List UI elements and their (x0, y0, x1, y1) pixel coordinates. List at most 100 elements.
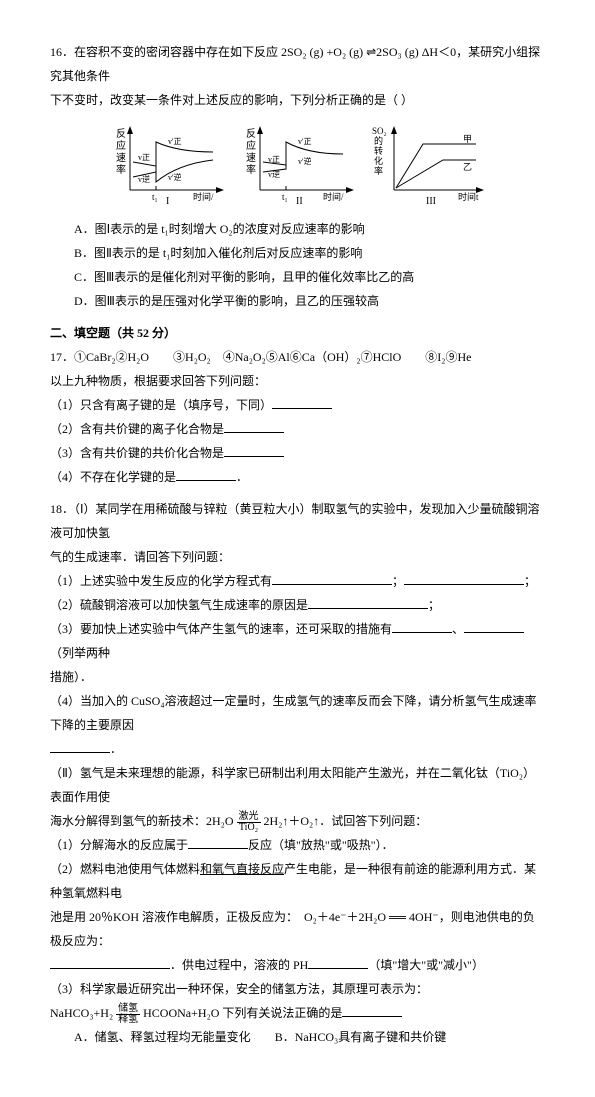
eq-left: NaHCO₃+H₂ (50, 1006, 113, 1020)
q17-lead: 以上九种物质，根据要求回答下列问题： (50, 369, 545, 393)
svg-text:t₁: t₁ (282, 192, 288, 202)
q18: 18．（Ⅰ）某同学在用稀硫酸与锌粒（黄豆粒大小）制取氢气的实验中，发现加入少量硫… (50, 497, 545, 1049)
svg-text:时间/: 时间/ (323, 191, 344, 202)
q17-items: 17．①CaBr₂②H₂O ③H₂O₂ ④Na₂O₂⑤Al⑥Ca（OH）₂⑦HC… (50, 345, 545, 369)
q18-II-p1: （1）分解海水的反应属于 反应（填"放热"或"吸热"）． (50, 833, 545, 857)
svg-text:v'正: v'正 (168, 137, 181, 146)
svg-text:v'逆: v'逆 (298, 156, 311, 166)
q18-eq-store: NaHCO₃+H₂ 储氢 释氢 HCOONa+H₂O 下列有关说法正确的是 (50, 1001, 545, 1025)
svg-text:率: 率 (374, 165, 383, 176)
blank (272, 572, 392, 585)
blank (176, 468, 236, 481)
q16-stem-line1: 16．在容积不变的密闭容器中存在如下反应 2SO₂ (g) +O₂ (g) ⇌2… (50, 40, 545, 88)
q18-II-stem-a: （Ⅱ）氢气是未来理想的能源，科学家已研制出利用太阳能产生激光，并在二氧化钛（Ti… (50, 761, 545, 809)
blank (404, 572, 524, 585)
svg-text:v正: v正 (138, 153, 150, 162)
blank (272, 396, 332, 409)
q18-I-stem-b: 气的生成速率．请回答下列问题： (50, 545, 545, 569)
q18-opt-b: B．NaHCO₃具有离子键和共价键 (275, 1030, 447, 1044)
q18-p1-text: （1）上述实验中发生反应的化学方程式有 (50, 574, 272, 588)
q16-option-b: B．图Ⅱ表示的是 t₁时刻加入催化剂后对反应速率的影响 (50, 241, 545, 265)
svg-text:的: 的 (374, 135, 383, 146)
svg-text:率: 率 (116, 163, 126, 176)
q18-II-p2a: （2）燃料电池使用气体燃料 (50, 862, 200, 876)
q16-diagrams: 反 应 速 率 v正 v逆 v'正 v'逆 t₁ 时间/ I (50, 122, 545, 207)
svg-text:反: 反 (116, 128, 126, 140)
q18-p2-text: （2）硫酸铜溶液可以加快氢气生成速率的原因是 (50, 598, 308, 612)
q17-p1-text: （1）只含有离子键的是（填序号，下同） (50, 398, 272, 412)
q18-II-p2d: ．供电过程中，溶液的 PH (170, 958, 308, 972)
sep: ； (392, 574, 404, 588)
section-2-title: 二、填空题（共 52 分） (50, 321, 545, 345)
svg-text:v'正: v'正 (298, 137, 311, 146)
blank (308, 956, 368, 969)
svg-text:v正: v正 (268, 155, 280, 164)
reaction-arrow: 激光 TiO₂ (237, 812, 261, 833)
diagram-1: 反 应 速 率 v正 v逆 v'正 v'逆 t₁ 时间/ I (108, 122, 228, 207)
q17-p3: （3）含有共价键的共价化合物是 (50, 441, 545, 465)
svg-text:反: 反 (246, 128, 256, 140)
sep: ； (428, 598, 440, 612)
q18-II-p2e: （填"增大"或"减小"） (368, 958, 484, 972)
svg-text:应: 应 (116, 139, 126, 152)
q18-II-p1a: （1）分解海水的反应属于 (50, 838, 188, 852)
svg-text:v逆: v逆 (138, 174, 150, 184)
blank (392, 620, 452, 633)
q18-I-stem-a: 18．（Ⅰ）某同学在用稀硫酸与锌粒（黄豆粒大小）制取氢气的实验中，发现加入少量硫… (50, 497, 545, 545)
diagram-2: 反 应 速 率 v正 v逆 v'正 v'逆 t₁ 时间/ II (238, 122, 358, 207)
blank (224, 420, 284, 433)
q16-option-d: D．图Ⅲ表示的是压强对化学平衡的影响，且乙的压强较高 (50, 289, 545, 313)
blank (224, 444, 284, 457)
q17-p4-text: （4）不存在化学键的是 (50, 470, 176, 484)
svg-text:乙: 乙 (463, 162, 472, 172)
svg-text:SO₂: SO₂ (372, 126, 387, 136)
q18-p3c: 措施）． (50, 665, 545, 689)
svg-text:转: 转 (374, 145, 383, 156)
blank (188, 836, 248, 849)
q18-opt-a: A．储氢、释氢过程均无能量变化 (74, 1030, 251, 1044)
svg-text:速: 速 (246, 152, 256, 164)
blank (464, 620, 524, 633)
q18-p2: （2）硫酸铜溶液可以加快氢气生成速率的原因是 ； (50, 593, 545, 617)
q17: 17．①CaBr₂②H₂O ③H₂O₂ ④Na₂O₂⑤Al⑥Ca（OH）₂⑦HC… (50, 345, 545, 489)
q18-II-p2-line3: ．供电过程中，溶液的 PH （填"增大"或"减小"） (50, 953, 545, 977)
blank (50, 740, 110, 753)
svg-text:t₁: t₁ (152, 192, 158, 202)
arrow-top2: 储氢 (116, 1004, 140, 1015)
q17-p4: （4）不存在化学键的是 ． (50, 465, 545, 489)
q18-II-p2c: 池是用 20％KOH 溶液作电解质，正极反应为： O₂＋4e⁻＋2H₂O ══ … (50, 905, 545, 953)
q16: 16．在容积不变的密闭容器中存在如下反应 2SO₂ (g) +O₂ (g) ⇌2… (50, 40, 545, 313)
svg-text:I: I (166, 196, 169, 207)
q18-II-p1b: 反应（填"放热"或"吸热"）． (248, 838, 394, 852)
svg-text:v逆: v逆 (268, 169, 280, 179)
arrow-bot2: 释氢 (116, 1015, 140, 1025)
svg-text:率: 率 (246, 163, 256, 176)
q18-II-p2: （2）燃料电池使用气体燃料和氧气直接反应产生电能，是一种很有前途的能源利用方式．… (50, 857, 545, 905)
double-arrow: 储氢 释氢 (116, 1004, 140, 1025)
q18-p1: （1）上述实验中发生反应的化学方程式有 ； ； (50, 569, 545, 593)
svg-text:时间t: 时间t (458, 191, 479, 202)
q18-II-line2a: 海水分解得到氢气的新技术：2H₂O (50, 814, 234, 828)
q18-p4-blank: ． (50, 737, 545, 761)
q17-p2: （2）含有共价键的离子化合物是 (50, 417, 545, 441)
diagram-3: SO₂ 的 转 化 率 甲 乙 时间t III (368, 122, 488, 207)
svg-text:应: 应 (246, 139, 256, 152)
underline-text: 和氧气直接反应 (200, 862, 284, 876)
q18-II-p3a: （3）科学家最近研究出一种环保，安全的储氢方法，其原理可表示为： (50, 977, 545, 1001)
q18-p4end: ． (110, 742, 122, 756)
eq-right: HCOONa+H₂O 下列有关说法正确的是 (143, 1006, 342, 1020)
svg-text:甲: 甲 (463, 134, 472, 144)
blank (342, 1004, 402, 1017)
q18-p4a: （4）当加入的 CuSO₄溶液超过一定量时，生成氢气的速率反而会下降，请分析氢气… (50, 689, 545, 737)
svg-text:II: II (296, 196, 303, 207)
arrow-bot: TiO₂ (237, 823, 261, 833)
q16-stem-line2: 下不变时，改变某一条件对上述反应的影响，下列分析正确的是（ ） (50, 88, 545, 112)
period: ． (236, 470, 248, 484)
q18-II-line2b: 2H₂↑＋O₂↑．试回答下列问题： (264, 814, 428, 828)
svg-text:速: 速 (116, 152, 126, 164)
q18-p3: （3）要加快上述实验中气体产生氢气的速率，还可采取的措施有、（列举两种 (50, 617, 545, 665)
q16-option-a: A．图Ⅰ表示的是 t₁时刻增大 O₂的浓度对反应速率的影响 (50, 217, 545, 241)
q18-opts-ab: A．储氢、释氢过程均无能量变化 B．NaHCO₃具有离子键和共价键 (50, 1025, 545, 1049)
sep: ； (524, 574, 536, 588)
q18-p3a: （3）要加快上述实验中气体产生氢气的速率，还可采取的措施有 (50, 622, 392, 636)
